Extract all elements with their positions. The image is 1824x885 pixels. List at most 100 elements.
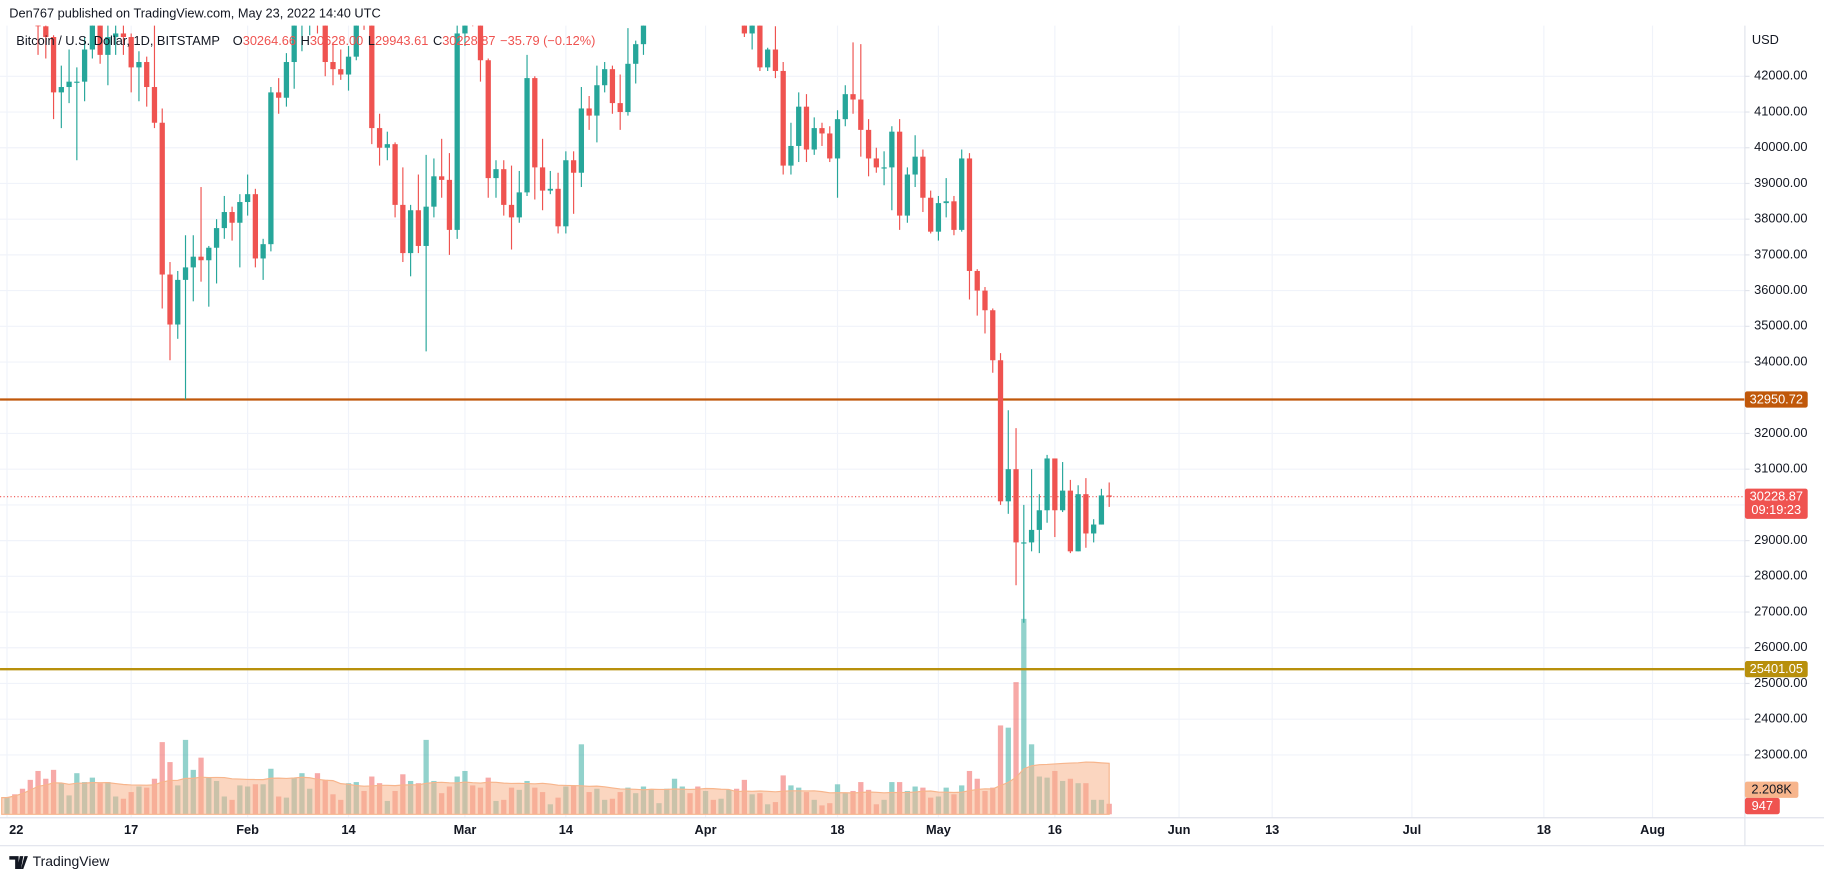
candle-body [609, 69, 616, 104]
candle-body [423, 206, 429, 246]
candle-body [66, 81, 72, 88]
candle-body [524, 78, 530, 193]
level-label-bg [1744, 391, 1808, 408]
y-tick-label: 37000.00 [1754, 246, 1807, 261]
x-tick-label: 18 [830, 822, 844, 837]
candle-body [283, 62, 290, 98]
level-label: 25401.05 [1750, 661, 1803, 676]
candle-body [89, 25, 96, 50]
candle-body [796, 106, 802, 146]
candle-body [625, 63, 631, 113]
volume-ma-label: 2.208K [1751, 782, 1792, 797]
volume-ma [1, 761, 1110, 815]
y-tick-label: 41000.00 [1754, 103, 1807, 118]
candle-body [136, 62, 142, 68]
candle-body [151, 87, 158, 123]
candle-body [462, 25, 468, 34]
candle-body [477, 25, 484, 61]
candle-body [485, 60, 491, 179]
x-tick-label: Aug [1640, 822, 1665, 837]
candle-body [322, 25, 328, 63]
volume-bar [1021, 618, 1027, 815]
candle-body [865, 129, 872, 159]
candle-body [175, 279, 181, 325]
y-tick-label: 27000.00 [1754, 603, 1807, 618]
candle-body [431, 176, 437, 207]
legend-key: L [368, 33, 375, 48]
candle-body [190, 256, 196, 268]
candle-body [167, 274, 173, 325]
candle-body [1013, 469, 1019, 543]
candle-body [113, 33, 119, 38]
candle-body [198, 256, 204, 261]
x-tick-label: Jun [1168, 822, 1191, 837]
candle-body [819, 128, 825, 134]
candle-body [384, 144, 390, 148]
legend-value: 30628.00 [310, 33, 363, 48]
candle-body [951, 201, 957, 230]
volume-pane [1, 618, 1112, 815]
candle-body [532, 78, 538, 168]
y-tick-label: 25000.00 [1754, 675, 1807, 690]
candle-body [1021, 542, 1027, 544]
last-price-label: 30228.87 [1750, 489, 1803, 504]
legend-key: O [233, 33, 243, 48]
candle-body [144, 62, 150, 88]
candle-body [772, 49, 779, 71]
y-tick-label: 36000.00 [1754, 282, 1807, 297]
x-tick-label: Mar [454, 822, 477, 837]
candle-body [765, 49, 771, 68]
last-volume-bg [1744, 797, 1780, 815]
candle-body [407, 210, 414, 254]
candle-body [276, 92, 282, 98]
level-label: 32950.72 [1750, 391, 1803, 406]
candle-body [369, 25, 375, 129]
candle-body [570, 160, 577, 173]
candle-body [516, 192, 522, 218]
candle-body [213, 228, 220, 248]
candle-body [834, 119, 841, 159]
candle-body [400, 204, 406, 254]
volume-bar [1013, 682, 1019, 815]
candle-body [1075, 494, 1081, 552]
candle-body [268, 92, 274, 245]
volume-bar [423, 739, 429, 815]
candle-body [454, 33, 460, 230]
axis-labels: 23000.00 24000.00 25000.00 26000.00 27000.00… [9, 68, 1808, 837]
candle-body [780, 70, 786, 166]
levels [0, 398, 1745, 671]
candle-body [501, 169, 507, 205]
legend-change: −35.79 (−0.12%) [500, 33, 595, 48]
x-tick-label: Jul [1403, 822, 1421, 837]
legend-key: H [301, 33, 310, 48]
candle-body [353, 25, 359, 57]
footer-brand: TradingView [33, 853, 111, 869]
legend-symbol: Bitcoin / U.S. Dollar, 1D, BITSTAMP [16, 33, 220, 48]
candle-body [842, 94, 848, 120]
y-tick-label: 35000.00 [1754, 318, 1807, 333]
candle-body [1028, 529, 1035, 543]
candle-body [974, 270, 980, 291]
candle-body [935, 203, 942, 232]
candle-body [749, 25, 755, 34]
candle-body [982, 290, 988, 311]
countdown-label: 09:19:23 [1751, 502, 1801, 517]
x-tick-label: 14 [559, 822, 574, 837]
y-tick-label: 24000.00 [1754, 711, 1807, 726]
x-tick-label: Feb [236, 822, 259, 837]
candle-body [376, 128, 383, 148]
publish-header: Den767 published on TradingView.com, May… [9, 5, 380, 20]
candle-body [757, 25, 763, 68]
candle-body [928, 197, 934, 232]
volume-bar [997, 725, 1004, 815]
legend-value: 30228.87 [442, 33, 495, 48]
level-label-bg [1744, 661, 1808, 678]
legend-key: C [433, 33, 442, 48]
candle-body [873, 158, 879, 168]
x-tick-label: 22 [9, 822, 23, 837]
candle-body [1098, 495, 1105, 525]
candle-body [1005, 469, 1011, 502]
candle-body [889, 131, 895, 168]
